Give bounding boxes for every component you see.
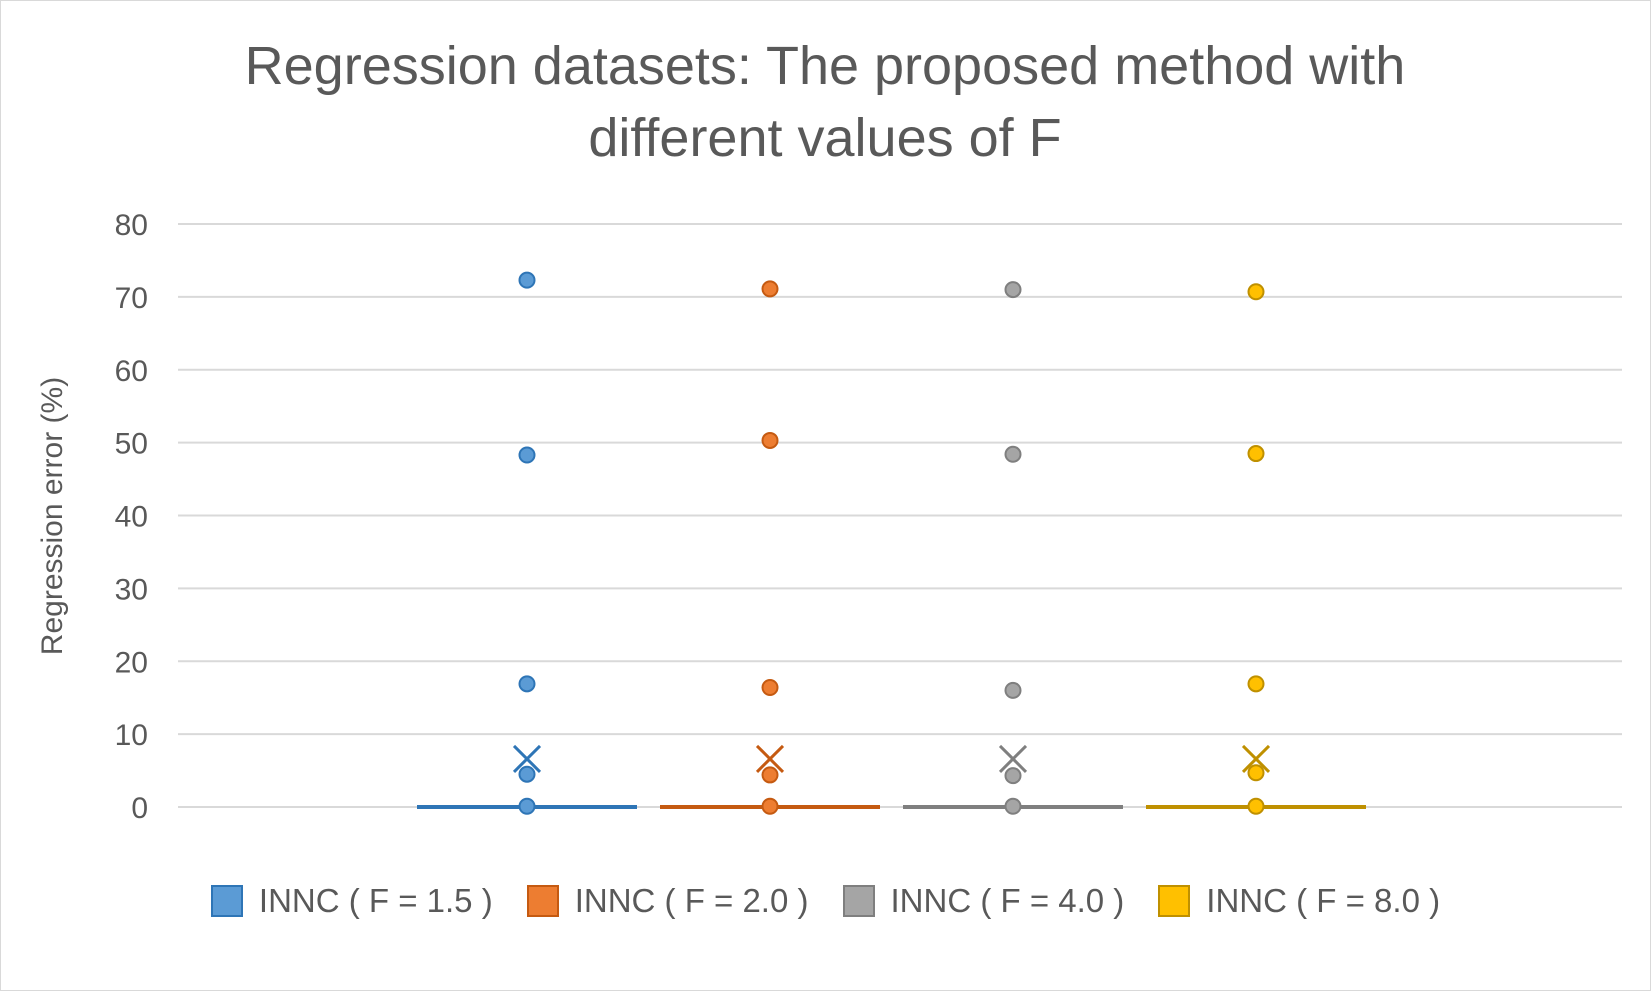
series-group xyxy=(660,280,880,815)
mean-marker xyxy=(512,744,542,773)
y-tick-label: 0 xyxy=(131,792,148,825)
data-point xyxy=(1004,445,1022,463)
chart-title: Regression datasets: The proposed method… xyxy=(244,36,1406,168)
data-point xyxy=(518,446,536,464)
y-tick-label: 30 xyxy=(115,573,148,606)
y-tick-labels: 0 10 20 30 40 50 60 70 80 xyxy=(115,209,148,825)
legend-item: INNC ( F = 1.5 ) xyxy=(210,882,493,920)
data-point xyxy=(518,797,536,815)
data-point xyxy=(1247,445,1265,463)
mean-marker xyxy=(1241,744,1271,773)
mean-marker xyxy=(755,744,785,773)
y-tick-label: 20 xyxy=(115,646,148,679)
data-point xyxy=(518,271,536,289)
legend-item: INNC ( F = 8.0 ) xyxy=(1158,882,1440,920)
legend-swatch xyxy=(526,885,559,917)
series-group xyxy=(417,271,637,815)
legend-swatch xyxy=(842,885,875,917)
y-tick-label: 10 xyxy=(115,719,148,752)
legend-item: INNC ( F = 2.0 ) xyxy=(526,882,809,920)
data-point xyxy=(1004,281,1022,299)
data-point xyxy=(761,280,779,298)
y-tick-label: 50 xyxy=(115,428,148,461)
y-tick-label: 40 xyxy=(115,501,148,534)
data-point xyxy=(1004,681,1022,699)
series-layer xyxy=(417,271,1366,815)
legend-item: INNC ( F = 4.0 ) xyxy=(842,882,1125,920)
legend-label: INNC ( F = 2.0 ) xyxy=(574,882,809,919)
series-group xyxy=(1146,283,1366,815)
data-point xyxy=(1247,675,1265,693)
y-tick-label: 60 xyxy=(115,355,148,388)
data-point xyxy=(761,678,779,696)
data-point xyxy=(761,797,779,815)
mean-marker xyxy=(998,744,1028,773)
data-point xyxy=(1004,797,1022,815)
y-axis-title: Regression error (%) xyxy=(36,377,69,655)
y-tick-label: 70 xyxy=(115,282,148,315)
data-point xyxy=(1247,764,1265,782)
legend-label: INNC ( F = 8.0 ) xyxy=(1206,882,1441,919)
data-point xyxy=(518,675,536,693)
legend: INNC ( F = 1.5 ) INNC ( F = 2.0 ) INNC ( F… xyxy=(0,882,1651,920)
data-point xyxy=(761,766,779,784)
data-point xyxy=(761,431,779,449)
legend-label: INNC ( F = 4.0 ) xyxy=(890,882,1125,919)
y-tick-label: 80 xyxy=(115,209,148,242)
data-point xyxy=(518,765,536,783)
legend-swatch xyxy=(1158,885,1191,917)
legend-swatch xyxy=(210,885,243,917)
data-point xyxy=(1247,283,1265,301)
data-point xyxy=(1004,767,1022,785)
gridlines xyxy=(178,223,1622,808)
data-point xyxy=(1247,797,1265,815)
legend-label: INNC ( F = 1.5 ) xyxy=(258,882,493,919)
series-group xyxy=(903,281,1123,815)
